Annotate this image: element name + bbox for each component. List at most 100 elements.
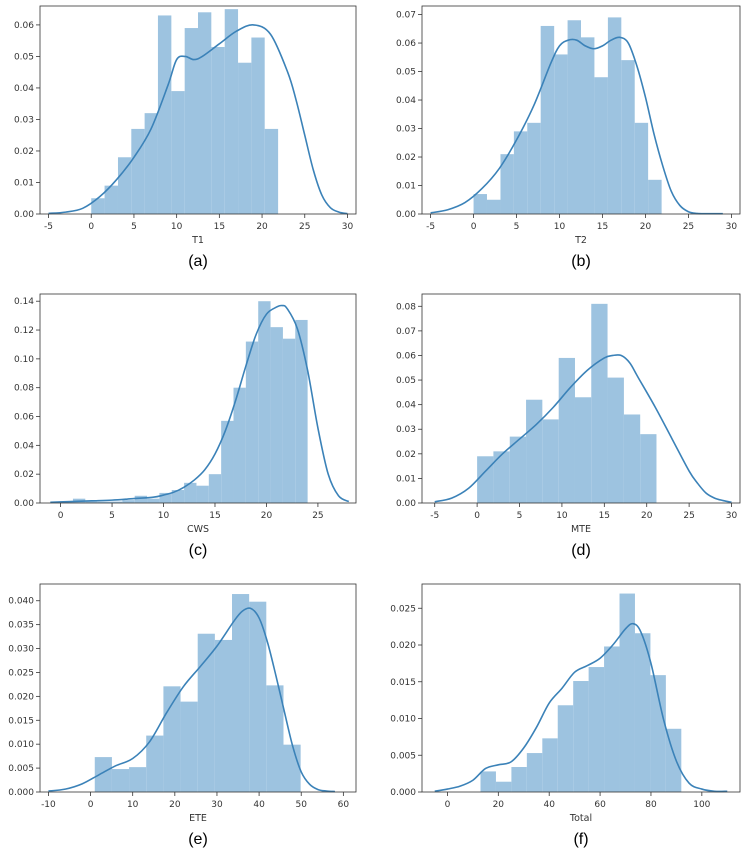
panel-caption: (d) xyxy=(571,542,591,559)
histogram-bar xyxy=(495,781,512,792)
kde-curve xyxy=(434,354,732,504)
y-tick-label: 0.07 xyxy=(396,11,416,21)
histogram-bar xyxy=(232,594,250,792)
histogram-bar xyxy=(621,60,635,214)
histogram-bar xyxy=(184,482,197,503)
histogram-bar xyxy=(574,397,592,503)
histogram-bar xyxy=(513,131,528,214)
histogram-bar xyxy=(122,500,135,503)
kde-curve xyxy=(434,622,728,793)
x-tick-label: 10 xyxy=(554,222,566,232)
histogram-bar xyxy=(171,91,185,214)
histogram-bar xyxy=(131,128,145,214)
histogram-bar xyxy=(526,399,543,503)
histogram-bar xyxy=(573,681,589,792)
y-tick-label: 0.005 xyxy=(390,751,416,761)
y-tick-label: 0.04 xyxy=(396,401,416,411)
x-axis-label: Total xyxy=(569,813,592,824)
y-tick-label: 0.01 xyxy=(14,178,34,188)
histogram-bar xyxy=(542,738,558,792)
histogram-bar xyxy=(184,28,198,215)
histogram-bar xyxy=(554,54,568,214)
x-tick-label: 0 xyxy=(58,511,64,521)
histogram-bar xyxy=(648,179,662,214)
x-tick-label: -5 xyxy=(430,511,439,521)
y-tick-label: 0.12 xyxy=(14,326,34,336)
histogram-bar xyxy=(117,157,132,214)
histogram-bar xyxy=(283,744,301,792)
histogram-bar xyxy=(486,199,501,214)
histogram-bar xyxy=(567,20,581,214)
histogram-bar xyxy=(557,705,574,792)
histogram-bar xyxy=(111,769,130,792)
y-tick-label: 0.020 xyxy=(8,692,34,702)
y-tick-label: 0.05 xyxy=(396,68,416,78)
kde-curve xyxy=(430,36,723,215)
y-tick-label: 0.06 xyxy=(14,21,34,31)
x-tick-label: 5 xyxy=(514,222,520,232)
x-tick-label: 30 xyxy=(726,511,738,521)
chart-panel: 0 20 40 60 80 100 0.000 0.005 0.010 0.015 0.020 0.0… xyxy=(390,583,741,848)
histogram-bar xyxy=(511,767,527,792)
histogram-bar xyxy=(619,593,635,792)
histogram-bar xyxy=(500,154,514,214)
x-tick-label: 80 xyxy=(645,800,657,810)
x-tick-label: 0 xyxy=(474,511,480,521)
histogram-bar xyxy=(134,495,148,503)
histogram-bar xyxy=(473,194,487,214)
histogram-bar xyxy=(526,753,543,792)
y-tick-label: 0.010 xyxy=(8,740,34,750)
y-tick-label: 0.015 xyxy=(390,678,416,688)
histogram-bar xyxy=(604,646,620,792)
histogram-bar xyxy=(634,122,649,214)
axes-frame xyxy=(421,293,741,504)
x-tick-label: 30 xyxy=(726,222,738,232)
histogram-bar xyxy=(197,633,215,792)
histogram-bar xyxy=(650,675,666,792)
x-axis-label: ETE xyxy=(189,813,207,824)
y-tick-label: 0.020 xyxy=(390,641,416,651)
x-tick-label: 10 xyxy=(158,511,170,521)
x-tick-label: -5 xyxy=(426,222,435,232)
chart-panel: -10 0 10 20 30 40 50 60 0.000 0.005 0.010 0.015 0.02… xyxy=(8,583,357,848)
y-tick-label: 0.000 xyxy=(8,788,34,798)
x-tick-label: 0 xyxy=(88,222,94,232)
x-tick-label: -5 xyxy=(44,222,53,232)
histogram-bar xyxy=(623,414,641,503)
kde-curve xyxy=(48,24,348,215)
y-tick-label: 0.06 xyxy=(14,413,34,423)
x-tick-label: 0 xyxy=(445,800,451,810)
histogram-bar xyxy=(180,701,198,792)
y-tick-label: 0.08 xyxy=(396,302,416,312)
histogram-bar xyxy=(221,420,234,503)
histogram-bar xyxy=(146,735,164,792)
histogram-bar xyxy=(144,113,158,214)
kde-curve xyxy=(50,304,350,504)
x-tick-label: 20 xyxy=(640,222,652,232)
x-axis-label: CWS xyxy=(187,524,209,535)
x-tick-label: 40 xyxy=(543,800,555,810)
x-axis-label: MTE xyxy=(571,524,591,535)
histogram-bar xyxy=(558,357,575,503)
histogram-bar xyxy=(159,492,172,503)
histogram-bar xyxy=(477,456,494,503)
panel-caption: (e) xyxy=(188,831,208,848)
y-tick-label: 0.05 xyxy=(396,376,416,386)
x-tick-label: 40 xyxy=(253,800,265,810)
histogram-bar xyxy=(224,9,239,215)
y-tick-label: 0.03 xyxy=(396,425,416,435)
y-tick-label: 0.035 xyxy=(8,621,34,631)
histogram-bar xyxy=(581,37,595,215)
x-tick-label: 0 xyxy=(88,800,94,810)
y-tick-label: 0.02 xyxy=(14,147,34,157)
histogram-bar xyxy=(480,771,496,792)
x-tick-label: 25 xyxy=(683,511,694,521)
x-tick-label: 5 xyxy=(109,511,115,521)
histogram-bar xyxy=(270,327,283,503)
y-tick-label: 0.02 xyxy=(396,450,416,460)
kde-curve xyxy=(48,607,335,793)
x-tick-label: 30 xyxy=(342,222,354,232)
histogram-bar xyxy=(640,434,657,503)
histogram-bar xyxy=(266,685,284,792)
y-tick-label: 0.07 xyxy=(396,327,416,337)
